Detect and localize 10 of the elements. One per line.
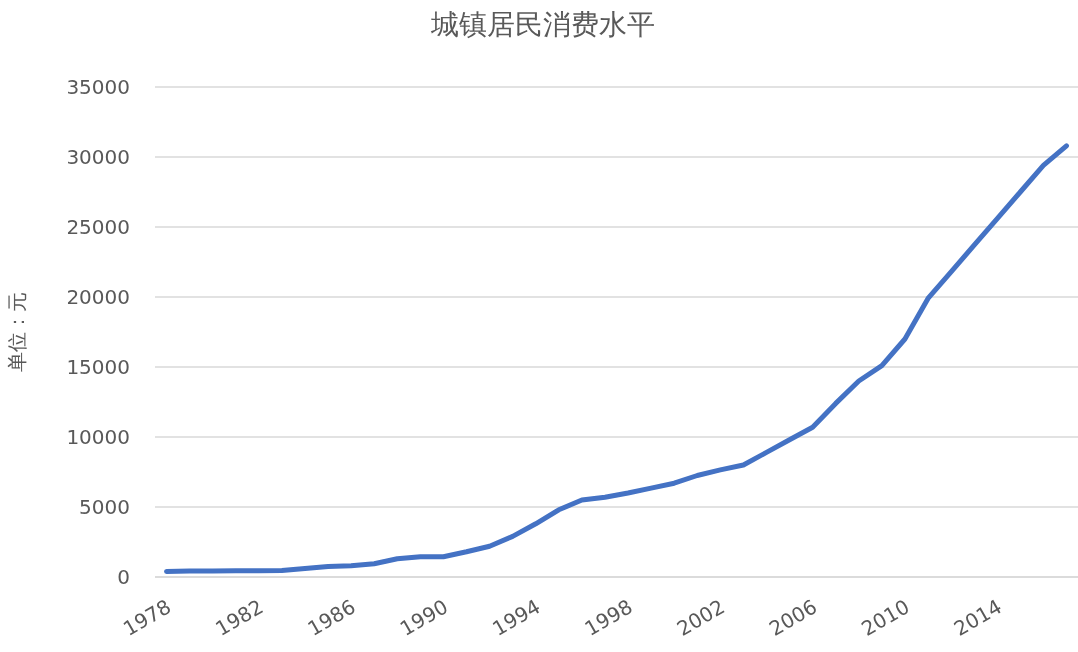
y-axis-title: 单位：元 bbox=[5, 292, 29, 372]
y-tick-label: 15000 bbox=[66, 355, 130, 379]
y-tick-label: 10000 bbox=[66, 425, 130, 449]
y-tick-label: 20000 bbox=[66, 285, 130, 309]
chart-title: 城镇居民消费水平 bbox=[430, 8, 655, 41]
y-tick-label: 5000 bbox=[79, 495, 130, 519]
y-tick-label: 0 bbox=[117, 565, 130, 589]
y-tick-label: 25000 bbox=[66, 215, 130, 239]
y-tick-label: 30000 bbox=[66, 145, 130, 169]
y-tick-label: 35000 bbox=[66, 75, 130, 99]
